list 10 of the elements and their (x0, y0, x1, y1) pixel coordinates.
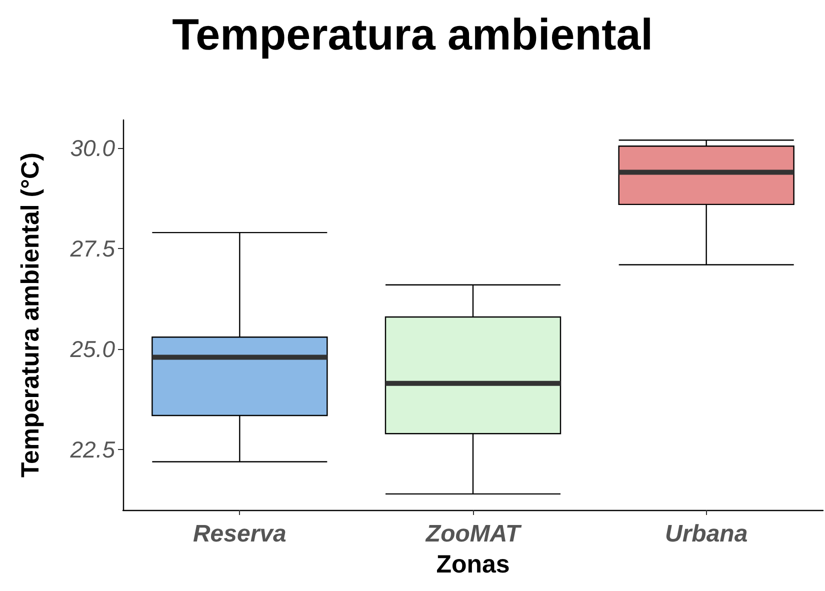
y-axis-title: Temperatura ambiental (°C) (16, 152, 44, 478)
x-tick-label: ZooMAT (424, 520, 522, 548)
y-tick-label: 30.0 (70, 135, 116, 162)
y-tick-label: 22.5 (69, 436, 116, 463)
y-tick-label: 25.0 (69, 336, 116, 362)
x-tick-label: Reserva (192, 520, 286, 548)
x-axis-title: Zonas (436, 550, 510, 578)
y-tick-label: 27.5 (69, 236, 116, 262)
x-tick-label: Urbana (664, 520, 748, 548)
chart-title: Temperatura ambiental (172, 10, 653, 60)
